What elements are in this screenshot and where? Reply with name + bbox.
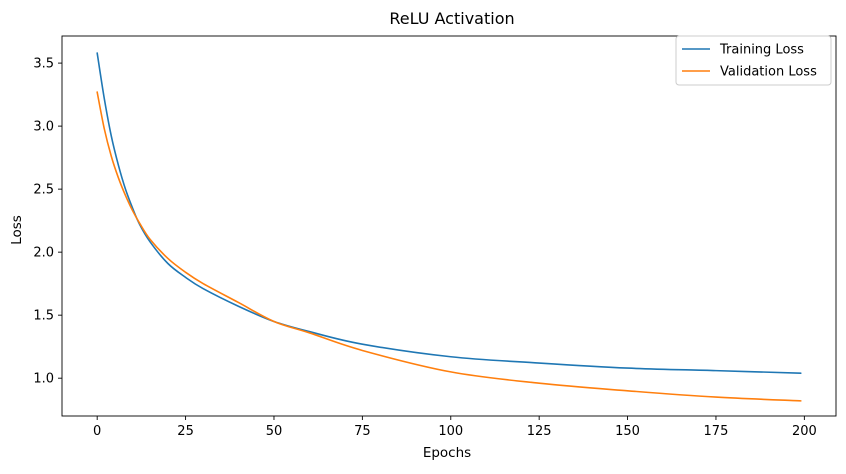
y-axis: 1.0 1.5 2.0 2.5 3.0 3.5 (33, 57, 62, 387)
legend-label: Training Loss (719, 43, 804, 58)
x-tick-label: 100 (438, 424, 463, 439)
x-axis-label: Epochs (423, 445, 471, 461)
x-axis: 0 25 50 75 100 125 150 175 200 (93, 416, 817, 439)
legend-label: Validation Loss (720, 65, 817, 80)
legend-box (675, 35, 832, 86)
axes-frame (61, 35, 837, 417)
y-tick-label: 2.0 (33, 246, 54, 261)
x-tick-label: 75 (354, 424, 371, 439)
chart-title: ReLU Activation (389, 9, 514, 28)
x-tick-label: 0 (93, 424, 101, 439)
y-tick-label: 2.5 (33, 183, 54, 198)
series-line-training-loss (96, 52, 802, 374)
series-layer (96, 52, 802, 402)
y-axis-label: Loss (9, 215, 25, 245)
x-tick-label: 175 (704, 424, 729, 439)
y-tick-label: 3.5 (33, 57, 54, 72)
y-tick-label: 1.0 (33, 372, 54, 387)
y-tick-label: 1.5 (33, 309, 54, 324)
legend: Training Loss Validation Loss (675, 35, 832, 86)
y-tick-label: 3.0 (33, 120, 54, 135)
series-line-validation-loss (96, 91, 802, 402)
x-tick-label: 125 (527, 424, 552, 439)
x-tick-label: 200 (792, 424, 817, 439)
x-tick-label: 50 (266, 424, 283, 439)
x-tick-label: 25 (177, 424, 194, 439)
x-tick-label: 150 (615, 424, 640, 439)
